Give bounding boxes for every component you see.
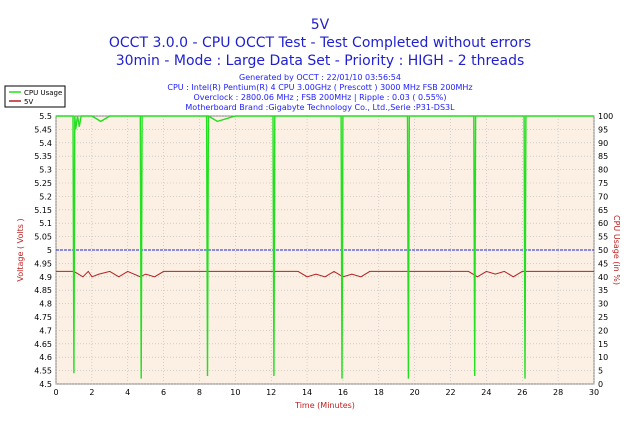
- y-left-tick-label: 5.1: [39, 219, 52, 228]
- y-right-tick-label: 100: [598, 112, 613, 121]
- x-tick-label: 8: [197, 388, 202, 397]
- y-right-tick-label: 40: [598, 273, 608, 282]
- y-left-tick-label: 5.4: [39, 139, 52, 148]
- y-left-tick-label: 5: [47, 246, 52, 255]
- y-right-tick-label: 5: [598, 367, 603, 376]
- y-right-tick-label: 65: [598, 206, 608, 215]
- x-tick-label: 4: [125, 388, 130, 397]
- y-left-tick-label: 5.45: [34, 125, 52, 134]
- series-line-5v: [56, 270, 594, 278]
- x-tick-label: 16: [338, 388, 348, 397]
- y-left-tick-label: 5.3: [39, 166, 52, 175]
- series-line-cpu-usage: [56, 114, 594, 379]
- x-tick-label: 20: [410, 388, 420, 397]
- y-right-tick-label: 75: [598, 179, 608, 188]
- y-left-tick-label: 4.8: [39, 300, 52, 309]
- x-tick-label: 2: [89, 388, 94, 397]
- legend: CPU Usage 5V: [4, 85, 66, 108]
- y-axis-right-label: CPU Usage (in %): [612, 215, 621, 285]
- y-left-tick-label: 4.55: [34, 367, 52, 376]
- x-tick-label: 10: [230, 388, 240, 397]
- y-left-tick-label: 4.9: [39, 273, 52, 282]
- y-left-tick-label: 4.75: [34, 313, 52, 322]
- y-left-tick-label: 4.6: [39, 353, 52, 362]
- info-cpu: CPU : Intel(R) Pentium(R) 4 CPU 3.00GHz …: [167, 83, 472, 92]
- chart-subtitle-2: 30min - Mode : Large Data Set - Priority…: [116, 53, 525, 69]
- info-overclock: Overclock : 2800.06 MHz ; FSB 200MHz | R…: [193, 93, 446, 102]
- x-tick-label: 26: [517, 388, 527, 397]
- y-left-tick-label: 5.5: [39, 112, 52, 121]
- info-generated: Generated by OCCT : 22/01/10 03:56:54: [239, 73, 401, 82]
- y-right-tick-label: 45: [598, 259, 608, 268]
- y-right-tick-label: 90: [598, 139, 608, 148]
- x-axis-label: Time (Minutes): [294, 401, 355, 410]
- x-tick-label: 24: [481, 388, 491, 397]
- legend-label-cpu: CPU Usage: [24, 89, 62, 97]
- y-left-tick-label: 4.65: [34, 340, 52, 349]
- y-right-tick-label: 20: [598, 326, 608, 335]
- series-layer: [56, 114, 594, 379]
- ticks: 0 2 4 6 8 10 12 14 16 18 20 22 24 26 28 304.54.554.64.6…: [34, 112, 613, 397]
- y-left-tick-label: 4.7: [39, 326, 52, 335]
- y-right-tick-label: 0: [598, 380, 603, 389]
- y-left-tick-label: 4.5: [39, 380, 52, 389]
- x-tick-label: 22: [445, 388, 455, 397]
- y-left-tick-label: 5.15: [34, 206, 52, 215]
- x-tick-label: 12: [266, 388, 276, 397]
- y-right-tick-label: 60: [598, 219, 608, 228]
- y-right-tick-label: 95: [598, 125, 608, 134]
- info-motherboard: Motherboard Brand :Gigabyte Technology C…: [185, 103, 455, 112]
- y-left-tick-label: 4.85: [34, 286, 52, 295]
- y-right-tick-label: 55: [598, 233, 608, 242]
- y-left-tick-label: 5.25: [34, 179, 52, 188]
- chart-subtitle-1: OCCT 3.0.0 - CPU OCCT Test - Test Comple…: [109, 35, 531, 51]
- x-tick-label: 0: [53, 388, 58, 397]
- chart-title: 5V: [311, 17, 330, 33]
- legend-label-5v: 5V: [24, 98, 33, 106]
- y-right-tick-label: 35: [598, 286, 608, 295]
- y-right-tick-label: 25: [598, 313, 608, 322]
- x-tick-label: 28: [553, 388, 563, 397]
- y-right-tick-label: 50: [598, 246, 608, 255]
- y-left-tick-label: 5.35: [34, 152, 52, 161]
- x-tick-label: 6: [161, 388, 166, 397]
- y-left-tick-label: 5.2: [39, 192, 52, 201]
- y-right-tick-label: 15: [598, 340, 608, 349]
- x-tick-label: 30: [589, 388, 599, 397]
- y-left-tick-label: 4.95: [34, 259, 52, 268]
- y-right-tick-label: 80: [598, 166, 608, 175]
- y-axis-left-label: Voltage ( Volts ): [16, 218, 25, 281]
- y-right-tick-label: 70: [598, 192, 608, 201]
- y-left-tick-label: 5.05: [34, 233, 52, 242]
- x-tick-label: 14: [302, 388, 312, 397]
- y-right-tick-label: 85: [598, 152, 608, 161]
- x-tick-label: 18: [374, 388, 384, 397]
- y-right-tick-label: 10: [598, 353, 608, 362]
- y-right-tick-label: 30: [598, 300, 608, 309]
